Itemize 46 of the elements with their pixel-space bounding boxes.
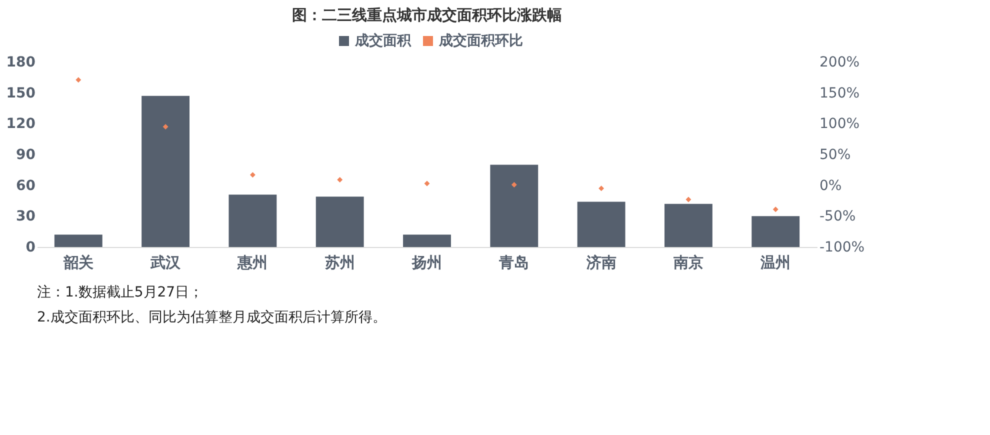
bar xyxy=(577,202,626,247)
bar xyxy=(403,234,451,247)
y2-tick-label: 200% xyxy=(820,54,860,70)
y-tick-label: 120 xyxy=(6,116,36,132)
x-tick-label: 武汉 xyxy=(150,254,182,272)
point xyxy=(162,124,168,130)
y-tick-label: 60 xyxy=(16,178,36,194)
y2-tick-label: 50% xyxy=(820,147,851,163)
y2-tick-label: -50% xyxy=(820,208,856,225)
bar xyxy=(142,96,190,247)
point xyxy=(511,182,517,188)
x-tick-label: 韶关 xyxy=(62,254,94,272)
x-tick-label: 苏州 xyxy=(324,254,355,272)
bar xyxy=(54,234,102,247)
y2-tick-label: 150% xyxy=(820,85,860,102)
y2-tick-label: 100% xyxy=(820,116,860,132)
x-tick-label: 扬州 xyxy=(411,254,442,272)
point xyxy=(598,186,604,192)
y-tick-label: 90 xyxy=(16,147,36,163)
legend-label: 成交面积环比 xyxy=(438,32,523,49)
bar xyxy=(664,204,712,247)
y-tick-label: 180 xyxy=(6,54,36,70)
bar xyxy=(316,196,364,247)
point xyxy=(686,196,692,202)
text: 注：1.数据截止5月27日； xyxy=(37,284,204,300)
y2-tick-label: 0% xyxy=(820,178,842,194)
point xyxy=(337,177,343,183)
y-tick-label: 150 xyxy=(6,85,36,102)
y2-tick-label: -100% xyxy=(820,240,865,256)
x-tick-label: 惠州 xyxy=(236,254,268,272)
text: 2.成交面积环比、同比为估算整月成交面积后计算所得。 xyxy=(37,310,386,326)
point xyxy=(250,172,256,178)
legend-label: 成交面积 xyxy=(354,32,412,49)
x-tick-label: 温州 xyxy=(760,254,791,272)
y-tick-label: 0 xyxy=(26,240,36,256)
y-tick-label: 30 xyxy=(16,208,36,225)
bar xyxy=(228,194,277,247)
point xyxy=(424,180,430,186)
x-tick-label: 济南 xyxy=(585,254,616,272)
chart-title: 图：二三线重点城市成交面积环比涨跌幅 xyxy=(292,6,562,24)
x-tick-label: 南京 xyxy=(672,254,704,272)
bar xyxy=(752,216,800,247)
point xyxy=(76,77,82,83)
point xyxy=(772,206,778,212)
x-tick-label: 青岛 xyxy=(498,254,530,272)
bar xyxy=(490,164,538,247)
